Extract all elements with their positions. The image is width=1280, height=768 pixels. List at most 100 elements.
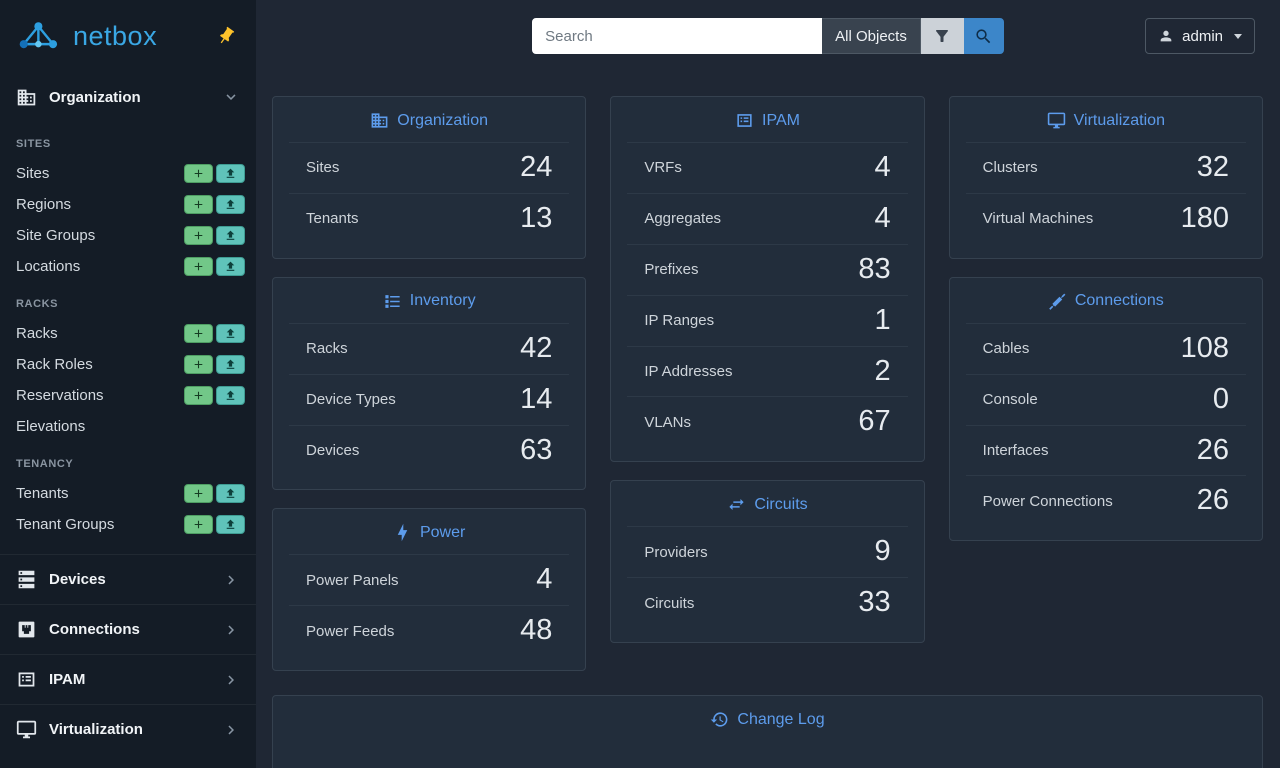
add-button[interactable] xyxy=(184,195,213,214)
import-button[interactable] xyxy=(216,386,245,405)
card-organization: Organization Sites 24 Tenants 13 xyxy=(272,96,587,259)
stat-row-cables[interactable]: Cables 108 xyxy=(965,322,1246,374)
stat-row-providers[interactable]: Providers 9 xyxy=(627,526,908,577)
plus-icon xyxy=(194,169,203,178)
stat-row-circuits[interactable]: Circuits 33 xyxy=(627,577,908,628)
filter-button[interactable] xyxy=(920,18,964,54)
stat-row-ip-ranges[interactable]: IP Ranges 1 xyxy=(627,294,908,346)
add-button[interactable] xyxy=(184,226,213,245)
add-button[interactable] xyxy=(184,355,213,374)
stat-row-prefixes[interactable]: Prefixes 83 xyxy=(627,243,908,295)
chevron-down-icon xyxy=(226,94,236,100)
sidebar-item-tenant-groups[interactable]: Tenant Groups xyxy=(0,509,256,540)
building-icon xyxy=(17,89,36,105)
ipam-icon xyxy=(18,672,35,687)
add-button[interactable] xyxy=(184,257,213,276)
sidebar-group-label: IPAM xyxy=(49,671,86,688)
stat-row-vrfs[interactable]: VRFs 4 xyxy=(627,142,908,193)
stat-row-device-types[interactable]: Device Types 14 xyxy=(289,373,570,425)
card-connections: Connections Cables 108 Console 0 Interfa… xyxy=(948,276,1263,542)
dashboard: Organization Sites 24 Tenants 13 Invento… xyxy=(256,72,1280,768)
monitor-icon xyxy=(16,720,37,739)
stat-row-aggregates[interactable]: Aggregates 4 xyxy=(627,192,908,244)
card-ipam: IPAM VRFs 4 Aggregates 4 Prefixes 83 xyxy=(610,96,925,463)
add-button[interactable] xyxy=(184,386,213,405)
stat-row-racks[interactable]: Racks 42 xyxy=(289,322,570,374)
stat-row-devices[interactable]: Devices 63 xyxy=(289,424,570,476)
sidebar-group-devices[interactable]: Devices xyxy=(0,554,256,604)
brand-name: netbox xyxy=(73,20,158,51)
sidebar-group-connections[interactable]: Connections xyxy=(0,604,256,654)
card-power: Power Power Panels 4 Power Feeds 48 xyxy=(272,508,587,672)
sidebar-item-site-groups[interactable]: Site Groups xyxy=(0,220,256,251)
stat-row-sites[interactable]: Sites 24 xyxy=(289,142,570,193)
main-area: All Objects admin Organization xyxy=(256,0,1280,768)
plus-icon xyxy=(194,489,203,498)
sidebar-item-regions[interactable]: Regions xyxy=(0,189,256,220)
upload-icon xyxy=(226,359,235,369)
card-title: Inventory xyxy=(273,278,585,323)
sidebar-item-elevations[interactable]: Elevations xyxy=(16,418,86,435)
stat-row-vlans[interactable]: VLANs 67 xyxy=(627,396,908,447)
stat-row-power-connections[interactable]: Power Connections 26 xyxy=(965,475,1246,526)
card-title: Organization xyxy=(273,97,585,142)
monitor-icon xyxy=(1047,112,1065,129)
sidebar-item-locations[interactable]: Locations xyxy=(0,251,256,282)
netbox-logo[interactable]: netbox xyxy=(14,17,157,55)
import-button[interactable] xyxy=(216,324,245,343)
import-button[interactable] xyxy=(216,195,245,214)
add-button[interactable] xyxy=(184,484,213,503)
server-icon xyxy=(18,570,35,589)
upload-icon xyxy=(226,199,235,209)
card-circuits: Circuits Providers 9 Circuits 33 xyxy=(610,480,925,644)
sidebar-item-tenants[interactable]: Tenants xyxy=(0,478,256,509)
sidebar-group-virtualization[interactable]: Virtualization xyxy=(0,704,256,754)
sidebar-item-reservations[interactable]: Reservations xyxy=(0,380,256,411)
chevron-right-icon xyxy=(228,575,234,584)
sidebar-group-label: Connections xyxy=(49,621,140,638)
sidebar-group-label: Devices xyxy=(49,571,106,588)
sidebar-group-ipam[interactable]: IPAM xyxy=(0,654,256,704)
stat-row-tenants[interactable]: Tenants 13 xyxy=(289,192,570,244)
import-button[interactable] xyxy=(216,226,245,245)
upload-icon xyxy=(226,488,235,498)
sidebar-group-organization[interactable]: Organization xyxy=(0,72,256,122)
card-inventory: Inventory Racks 42 Device Types 14 Devic… xyxy=(272,276,587,491)
sidebar-item-racks[interactable]: Racks xyxy=(0,318,256,349)
upload-icon xyxy=(226,390,235,400)
import-button[interactable] xyxy=(216,164,245,183)
import-button[interactable] xyxy=(216,257,245,276)
caret-down-icon xyxy=(1234,33,1242,39)
stat-row-virtual-machines[interactable]: Virtual Machines 180 xyxy=(965,192,1246,244)
stat-row-clusters[interactable]: Clusters 32 xyxy=(965,142,1246,193)
card-title: IPAM xyxy=(611,97,923,142)
sidebar-item-rack-roles[interactable]: Rack Roles xyxy=(0,349,256,380)
stat-row-interfaces[interactable]: Interfaces 26 xyxy=(965,424,1246,476)
ip-grid-icon xyxy=(737,114,752,127)
plus-icon xyxy=(194,231,203,240)
stat-row-power-feeds[interactable]: Power Feeds 48 xyxy=(289,605,570,656)
chevron-right-icon xyxy=(228,625,234,634)
import-button[interactable] xyxy=(216,355,245,374)
search-scope-button[interactable]: All Objects xyxy=(822,18,921,54)
add-button[interactable] xyxy=(184,515,213,534)
import-button[interactable] xyxy=(216,484,245,503)
add-button[interactable] xyxy=(184,164,213,183)
lightning-bolt-icon xyxy=(397,524,408,542)
cable-icon xyxy=(1049,293,1066,310)
add-button[interactable] xyxy=(184,324,213,343)
pin-sidebar-icon[interactable] xyxy=(212,22,240,50)
search-input[interactable] xyxy=(532,18,823,54)
upload-icon xyxy=(226,230,235,240)
sidebar-header: netbox xyxy=(0,0,256,72)
swap-arrows-icon xyxy=(729,499,744,511)
plus-icon xyxy=(194,329,203,338)
search-submit-button[interactable] xyxy=(963,18,1004,54)
user-menu-button[interactable]: admin xyxy=(1145,18,1255,54)
sidebar-group-label: Virtualization xyxy=(49,721,143,738)
sidebar-item-sites[interactable]: Sites xyxy=(0,158,256,189)
stat-row-ip-addresses[interactable]: IP Addresses 2 xyxy=(627,345,908,397)
stat-row-console[interactable]: Console 0 xyxy=(965,373,1246,425)
stat-row-power-panels[interactable]: Power Panels 4 xyxy=(289,554,570,605)
import-button[interactable] xyxy=(216,515,245,534)
